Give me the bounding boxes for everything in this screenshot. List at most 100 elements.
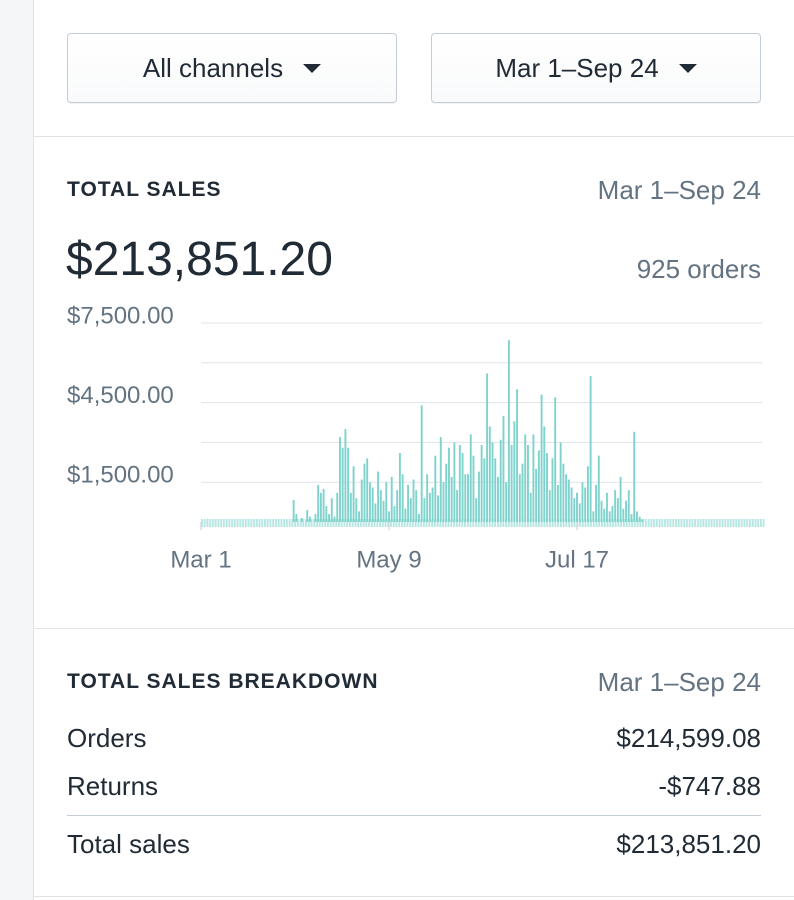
bar [488, 426, 491, 522]
y-tick-label: $4,500.00 [67, 382, 174, 409]
bar [472, 455, 475, 522]
bar [458, 445, 461, 522]
bar [398, 453, 401, 522]
bar [447, 447, 450, 522]
channel-filter[interactable]: All channels [67, 33, 397, 103]
divider [34, 896, 794, 897]
bar [423, 498, 426, 522]
bar [322, 488, 325, 522]
bar [630, 514, 633, 522]
bar [625, 500, 627, 522]
bar [319, 492, 322, 522]
bar [543, 426, 546, 522]
bar [328, 514, 331, 522]
bar [499, 439, 502, 522]
bar [513, 421, 516, 522]
bar [589, 376, 592, 522]
date-filter[interactable]: Mar 1–Sep 24 [431, 33, 761, 103]
bar [377, 471, 380, 522]
bar [439, 437, 442, 522]
bar [535, 468, 538, 522]
bar [309, 516, 311, 522]
bar [330, 498, 333, 522]
bar [576, 492, 578, 522]
bar [483, 458, 486, 522]
bar [507, 340, 510, 522]
bar [641, 519, 644, 522]
bar [347, 447, 350, 522]
bar [480, 445, 483, 522]
bar [360, 479, 363, 522]
bar [464, 474, 467, 522]
bar [407, 484, 410, 522]
bar [606, 492, 608, 522]
breakdown-date: Mar 1–Sep 24 [597, 667, 761, 697]
bar [390, 476, 393, 522]
row-value: -$747.88 [658, 771, 761, 801]
order-count: 925 orders [636, 254, 761, 284]
y-tick-label: $7,500.00 [67, 302, 174, 329]
bar [401, 474, 404, 522]
bar [494, 458, 497, 522]
bar [540, 394, 543, 522]
bar [371, 487, 374, 522]
side-gutter [0, 0, 34, 900]
bar [529, 492, 532, 522]
bar [456, 490, 459, 522]
bar [363, 463, 366, 522]
bar [450, 476, 453, 522]
bar [292, 499, 295, 522]
bar [505, 482, 508, 522]
bar [368, 482, 371, 522]
bar [565, 474, 568, 522]
bar [469, 434, 472, 522]
bar [532, 434, 535, 522]
bar [306, 510, 309, 522]
bar [619, 476, 622, 522]
caret [303, 63, 322, 73]
bar [412, 479, 415, 522]
bar [518, 474, 521, 522]
bar [559, 442, 562, 522]
bar [461, 453, 464, 522]
bar [385, 482, 388, 522]
bar [374, 503, 377, 522]
bar [382, 500, 385, 522]
bar [404, 508, 407, 522]
divider [34, 136, 794, 137]
row-value: $214,599.08 [616, 723, 761, 753]
bar [578, 503, 581, 522]
row-divider [67, 815, 761, 816]
bar [295, 514, 298, 522]
bar [510, 445, 513, 522]
bar [355, 498, 358, 522]
breakdown-title: TOTAL SALES BREAKDOWN [67, 670, 379, 693]
bar [349, 492, 352, 522]
bar [396, 490, 399, 522]
bar [586, 466, 589, 522]
bar [333, 516, 336, 522]
bar [546, 453, 548, 522]
bar [434, 455, 437, 522]
bar [597, 455, 600, 522]
bar [314, 514, 317, 522]
bar [521, 463, 524, 522]
bar [562, 463, 565, 522]
bar [570, 487, 573, 522]
caret [678, 63, 697, 73]
bar [627, 490, 630, 522]
bar [551, 458, 554, 522]
bar [409, 498, 412, 522]
bar [581, 482, 584, 522]
bar [595, 484, 598, 522]
bar [418, 514, 420, 522]
bar [431, 487, 434, 522]
card-date: Mar 1–Sep 24 [597, 175, 761, 205]
bar [491, 442, 494, 522]
bar [426, 474, 429, 522]
bar [600, 500, 603, 522]
x-tick-label: Jul 17 [545, 546, 609, 573]
bar [453, 442, 456, 522]
bar [352, 466, 355, 522]
